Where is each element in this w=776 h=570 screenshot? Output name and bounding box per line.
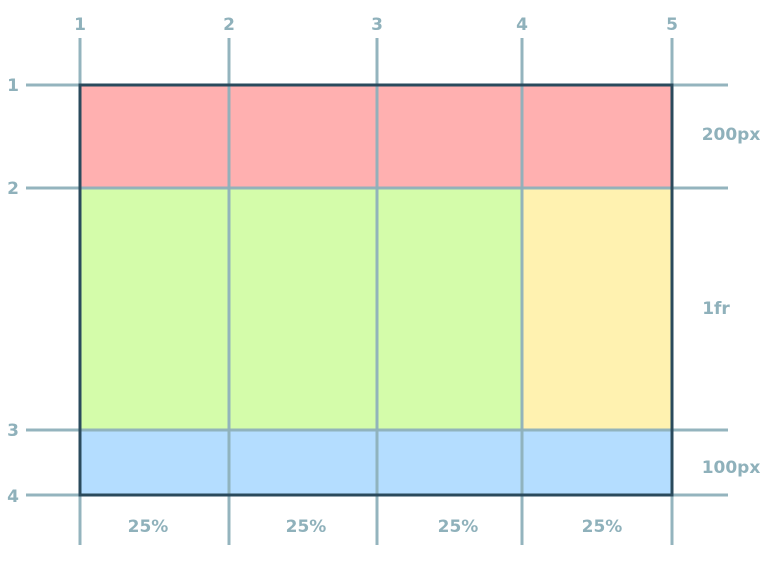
row-line-label-3: 3 [7,421,19,441]
column-line-label-4: 4 [516,15,528,35]
row-size-labels: 200px 1fr 100px [702,125,761,478]
column-size-label-1: 25% [128,517,169,537]
column-line-labels: 1 2 3 4 5 [74,15,678,35]
column-size-labels: 25% 25% 25% 25% [128,517,623,537]
row-line-label-4: 4 [7,487,19,507]
row-line-labels: 1 2 3 4 [7,76,19,507]
column-size-label-2: 25% [286,517,327,537]
column-size-label-3: 25% [438,517,479,537]
row-size-label-100px: 100px [702,458,761,478]
column-size-label-4: 25% [582,517,623,537]
column-line-label-5: 5 [666,15,678,35]
grid-area-sidebar [522,188,672,430]
row-size-label-1fr: 1fr [702,299,730,319]
row-line-label-2: 2 [7,179,19,199]
row-line-label-1: 1 [7,76,19,96]
column-line-label-2: 2 [223,15,235,35]
grid-container-border [78,83,674,497]
column-line-label-3: 3 [371,15,383,35]
row-size-label-200px: 200px [702,125,761,145]
column-line-label-1: 1 [74,15,86,35]
grid-area-main [80,188,522,430]
